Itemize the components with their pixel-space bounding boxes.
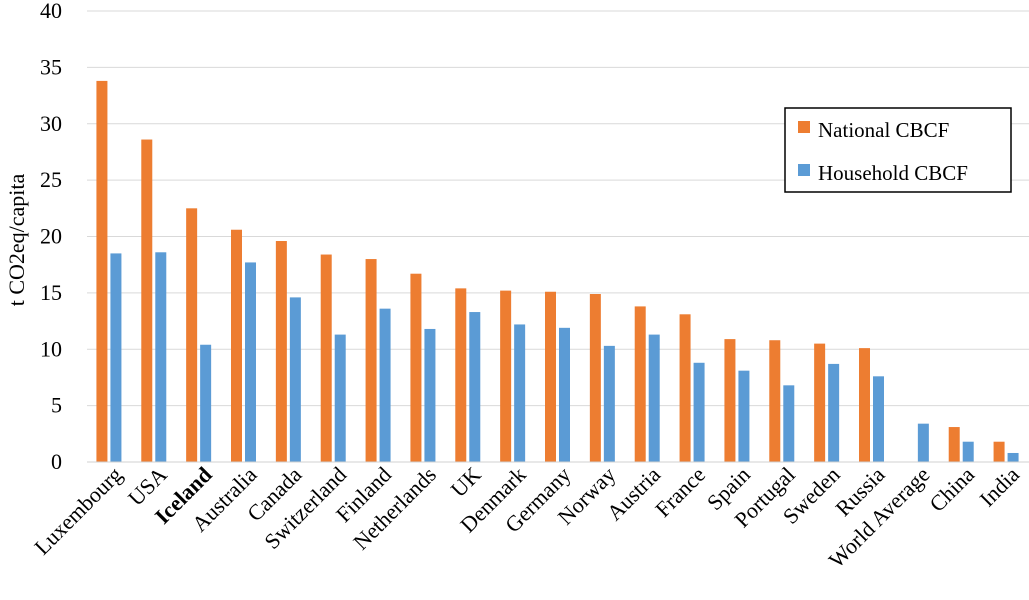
y-axis-label: t CO2eq/capita — [4, 173, 29, 306]
x-tick-label: China — [924, 462, 979, 517]
bar-household-sweden — [828, 363, 840, 462]
bar-national-finland — [365, 259, 377, 462]
bar-national-india — [993, 441, 1005, 462]
bar-national-russia — [859, 348, 870, 462]
bar-household-china — [962, 441, 974, 462]
bar-national-norway — [589, 294, 601, 462]
y-tick-label: 40 — [40, 0, 62, 23]
bar-national-germany — [545, 291, 556, 462]
bar-household-portugal — [783, 385, 795, 462]
bar-household-luxembourg — [110, 253, 122, 462]
bar-national-australia — [231, 229, 242, 462]
bar-household-finland — [379, 308, 391, 462]
bar-household-world-average — [917, 423, 929, 462]
legend-label-household: Household CBCF — [818, 161, 968, 185]
bar-household-canada — [289, 297, 301, 462]
bar-household-germany — [559, 327, 570, 462]
bar-national-france — [679, 314, 691, 462]
bar-household-austria — [648, 334, 660, 462]
y-tick-label: 30 — [40, 111, 62, 136]
bar-household-india — [1007, 452, 1019, 462]
bar-household-iceland — [200, 344, 212, 462]
y-tick-label: 5 — [51, 393, 62, 418]
bar-national-china — [948, 427, 960, 462]
bar-household-denmark — [514, 324, 526, 462]
bar-national-uk — [455, 288, 467, 462]
bar-national-luxembourg — [96, 80, 108, 462]
y-tick-label: 0 — [51, 449, 62, 474]
bar-national-spain — [724, 339, 736, 462]
bar-national-canada — [275, 241, 287, 462]
bar-household-usa — [155, 252, 167, 462]
bar-national-switzerland — [320, 254, 332, 462]
y-tick-label: 15 — [40, 280, 62, 305]
y-tick-label: 10 — [40, 336, 62, 361]
bar-household-uk — [469, 312, 481, 462]
legend-box — [784, 107, 1012, 193]
bar-national-netherlands — [410, 273, 422, 462]
x-tick-label: India — [974, 462, 1024, 512]
bar-household-norway — [603, 345, 615, 462]
bar-national-austria — [634, 306, 646, 462]
bar-household-australia — [245, 262, 256, 462]
x-tick-label: France — [650, 462, 710, 522]
x-axis-ticks: LuxembourgUSAIcelandAustraliaCanadaSwitz… — [29, 462, 1024, 573]
bars — [96, 80, 1019, 462]
y-tick-label: 25 — [40, 167, 62, 192]
legend-swatch-national — [798, 121, 810, 133]
bar-national-portugal — [769, 340, 781, 462]
legend: National CBCF Household CBCF — [784, 107, 1012, 193]
legend-swatch-household — [798, 164, 810, 176]
bar-household-france — [693, 362, 705, 462]
legend-label-national: National CBCF — [818, 118, 949, 142]
bar-household-netherlands — [424, 328, 436, 462]
bar-national-sweden — [814, 343, 826, 462]
bar-household-spain — [738, 370, 750, 462]
bar-national-usa — [141, 139, 153, 462]
y-tick-label: 20 — [40, 224, 62, 249]
bar-national-denmark — [500, 290, 512, 462]
x-tick-label: Luxembourg — [29, 462, 127, 560]
bar-household-russia — [873, 376, 884, 462]
y-tick-label: 35 — [40, 54, 62, 79]
y-axis-ticks: 0 5 10 15 20 25 30 35 40 — [40, 0, 62, 474]
bar-household-switzerland — [334, 334, 346, 462]
bar-national-iceland — [186, 208, 198, 462]
gridlines — [87, 10, 1029, 407]
